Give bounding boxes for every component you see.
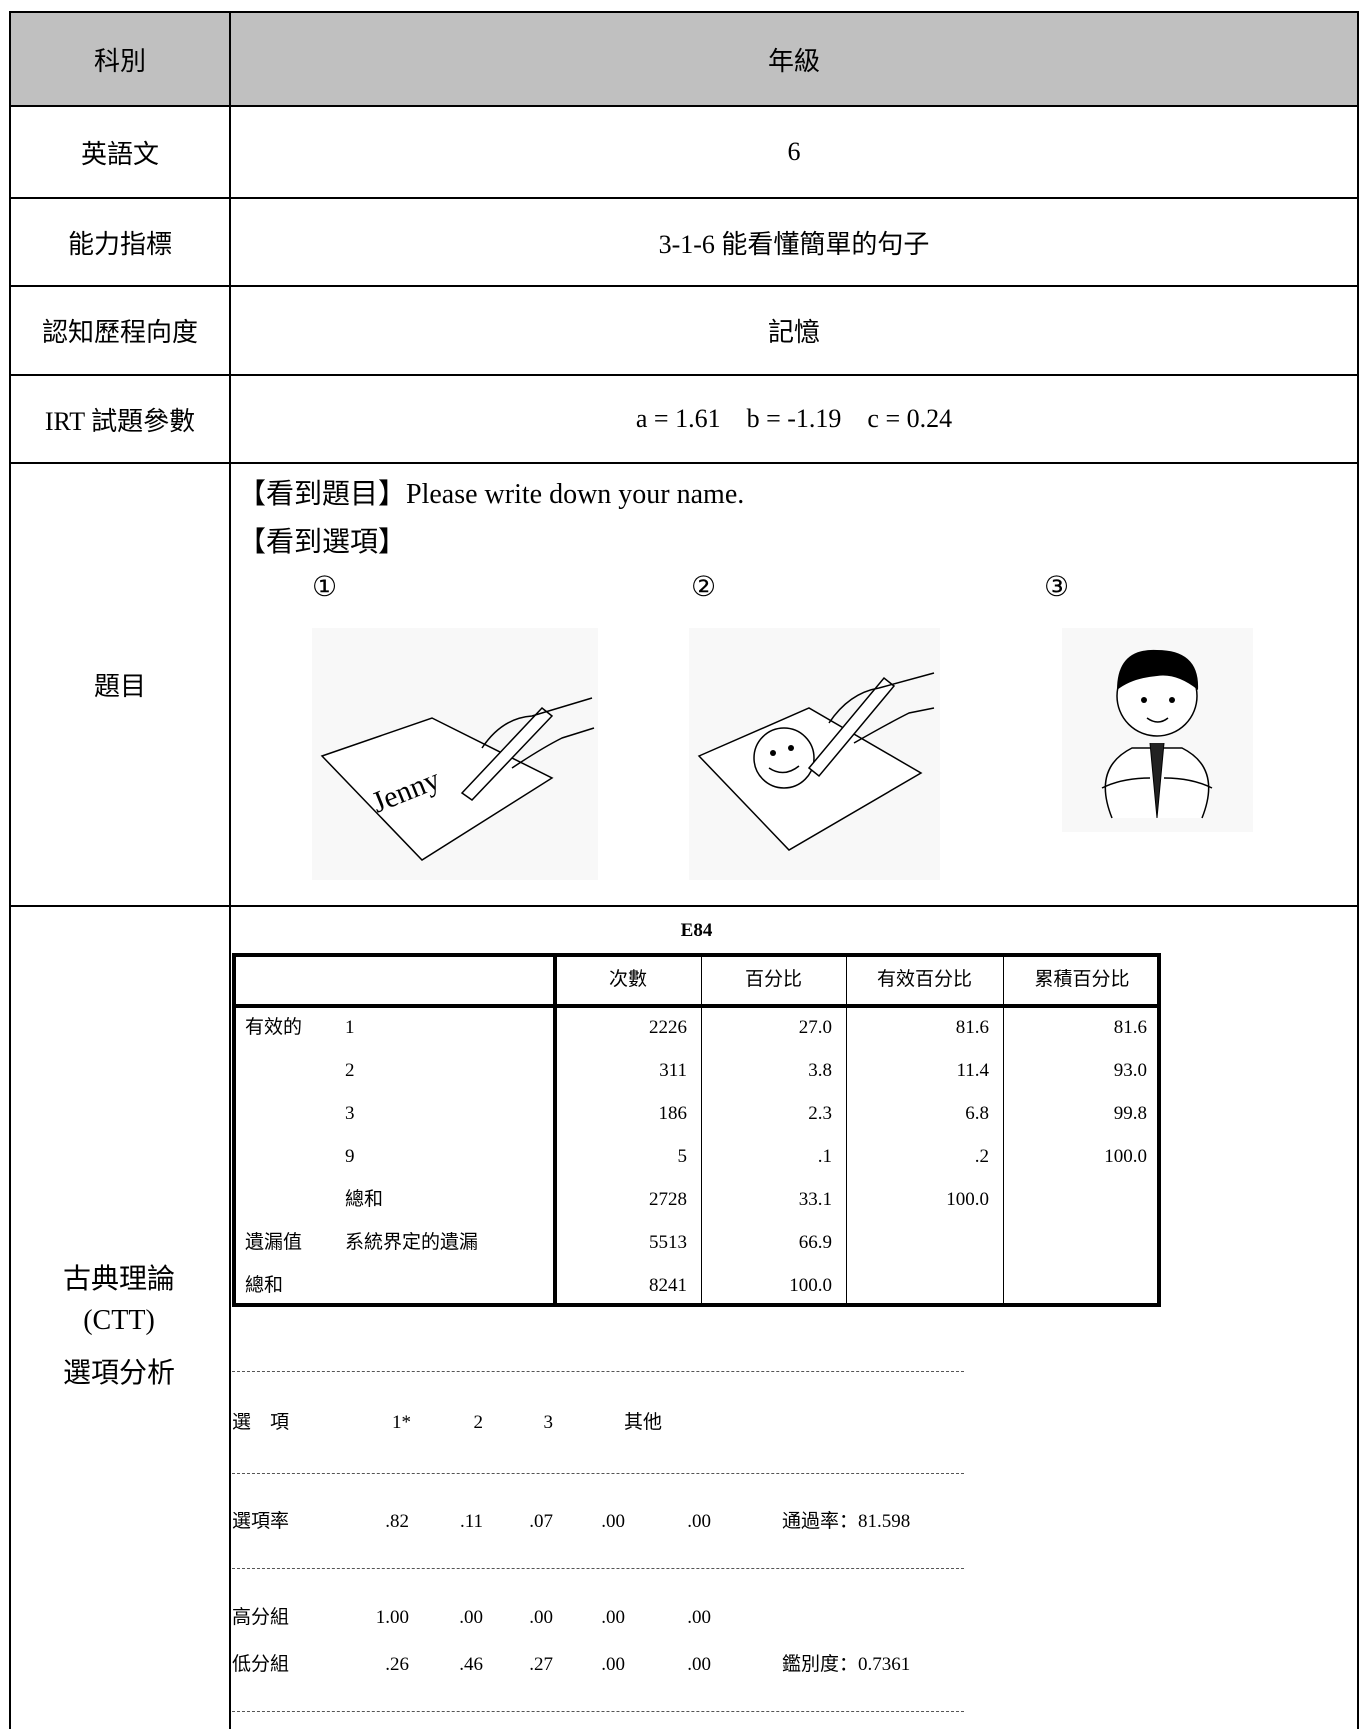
analysis-value: .00 — [459, 1607, 483, 1628]
freq-column-header: 百分比 — [744, 969, 802, 990]
freq-row-label: 9 — [345, 1146, 355, 1167]
freq-column-header: 有效百分比 — [876, 969, 972, 990]
question-label: 題目 — [9, 462, 229, 905]
freq-cell: 81.6 — [955, 1017, 989, 1038]
freq-column-header: 次數 — [608, 969, 647, 990]
analysis-value: .00 — [601, 1607, 625, 1628]
analysis-note: 鑑別度：0.7361 — [782, 1654, 911, 1675]
freq-cell: 100.0 — [1104, 1146, 1147, 1167]
row-label: 英語文 — [9, 105, 229, 197]
analysis-value: .27 — [529, 1654, 553, 1675]
row-label: IRT 試題參數 — [9, 374, 229, 462]
analysis-value: .00 — [601, 1654, 625, 1675]
freq-cell: .2 — [974, 1146, 989, 1167]
option-number: ① — [312, 572, 338, 603]
row-value: a = 1.61 b = -1.19 c = 0.24 — [229, 374, 1359, 462]
dash-rule — [232, 1473, 964, 1474]
ctt-label: 古典理論 — [62, 1264, 175, 1295]
analysis-value: 1.00 — [375, 1607, 409, 1628]
freq-header-rule — [232, 1004, 1161, 1008]
freq-group: 有效的 — [245, 1017, 303, 1038]
dash-rule — [232, 1711, 964, 1712]
freq-col-rule — [1003, 953, 1004, 1307]
freq-cell: 33.1 — [798, 1189, 832, 1210]
freq-cell: 5 — [677, 1146, 688, 1167]
option-number: ③ — [1044, 572, 1070, 603]
analysis-label: 選項率 — [232, 1511, 290, 1532]
freq-cell: 186 — [658, 1103, 688, 1124]
freq-cell: 99.8 — [1113, 1103, 1147, 1124]
analysis-value: .82 — [385, 1511, 409, 1532]
analysis-value: .00 — [529, 1607, 553, 1628]
option-3-image — [1062, 628, 1253, 832]
option-number: ② — [691, 572, 717, 603]
row-value: 6 — [229, 105, 1359, 197]
analysis-value: 其他 — [623, 1412, 662, 1433]
freq-group: 總和 — [245, 1275, 284, 1296]
row-value: 3-1-6 能看懂簡單的句子 — [229, 197, 1359, 285]
freq-cell: 6.8 — [965, 1103, 989, 1124]
analysis-value: 3 — [543, 1412, 554, 1433]
freq-cell: 8241 — [649, 1275, 687, 1296]
ctt-label: 選項分析 — [62, 1358, 175, 1389]
freq-cell: 2.3 — [808, 1103, 832, 1124]
freq-cell: 2226 — [649, 1017, 687, 1038]
option-1-image: Jenny — [312, 628, 598, 880]
row-label: 科別 — [9, 11, 229, 105]
freq-row-label: 3 — [345, 1103, 355, 1124]
freq-cell: 100.0 — [946, 1189, 989, 1210]
ctt-label-cell — [9, 905, 229, 1729]
freq-row-label: 系統界定的遺漏 — [345, 1232, 479, 1253]
analysis-value: .26 — [385, 1654, 409, 1675]
analysis-value: .11 — [459, 1511, 483, 1532]
analysis-note: 通過率：81.598 — [782, 1511, 911, 1532]
freq-cell: 2728 — [649, 1189, 687, 1210]
analysis-value: .00 — [687, 1607, 711, 1628]
freq-cell: .1 — [817, 1146, 832, 1167]
freq-row-label: 2 — [345, 1060, 355, 1081]
freq-cell: 81.6 — [1113, 1017, 1147, 1038]
freq-title: E84 — [680, 920, 713, 941]
freq-cell: 11.4 — [956, 1060, 989, 1081]
analysis-value: .46 — [459, 1654, 483, 1675]
ctt-cell — [229, 905, 1359, 1729]
row-label: 認知歷程向度 — [9, 285, 229, 374]
freq-row-label: 1 — [345, 1017, 355, 1038]
freq-row-label: 總和 — [345, 1189, 384, 1210]
ctt-label: (CTT) — [83, 1305, 155, 1336]
freq-table-border — [232, 953, 1161, 1307]
row-value: 記憶 — [229, 285, 1359, 374]
question-stem: 【看到題目】Please write down your name. — [238, 479, 745, 510]
analysis-value: .00 — [601, 1511, 625, 1532]
row-value: 年級 — [229, 11, 1359, 105]
analysis-label: 高分組 — [232, 1607, 290, 1628]
freq-cell: 66.9 — [798, 1232, 832, 1253]
freq-cell: 3.8 — [808, 1060, 832, 1081]
dash-rule — [232, 1568, 964, 1569]
row-label: 能力指標 — [9, 197, 229, 285]
freq-col-rule — [846, 953, 847, 1307]
analysis-value: .07 — [529, 1511, 553, 1532]
dash-rule — [232, 1371, 964, 1372]
freq-cell: 311 — [659, 1060, 687, 1081]
analysis-value: 1* — [392, 1412, 411, 1433]
freq-label-rule — [553, 953, 557, 1307]
analysis-label: 低分組 — [232, 1654, 290, 1675]
option-2-image — [689, 628, 940, 880]
question-cell — [229, 462, 1359, 905]
options-heading: 【看到選項】 — [238, 527, 407, 558]
analysis-value: .00 — [687, 1511, 711, 1532]
freq-col-rule — [701, 953, 702, 1307]
analysis-value: .00 — [687, 1654, 711, 1675]
analysis-label: 選 項 — [232, 1412, 290, 1433]
freq-group: 遺漏值 — [245, 1232, 303, 1253]
freq-cell: 27.0 — [798, 1017, 832, 1038]
freq-cell: 100.0 — [789, 1275, 832, 1296]
analysis-value: 2 — [473, 1412, 484, 1433]
freq-cell: 93.0 — [1113, 1060, 1147, 1081]
freq-cell: 5513 — [649, 1232, 687, 1253]
freq-column-header: 累積百分比 — [1034, 969, 1130, 990]
